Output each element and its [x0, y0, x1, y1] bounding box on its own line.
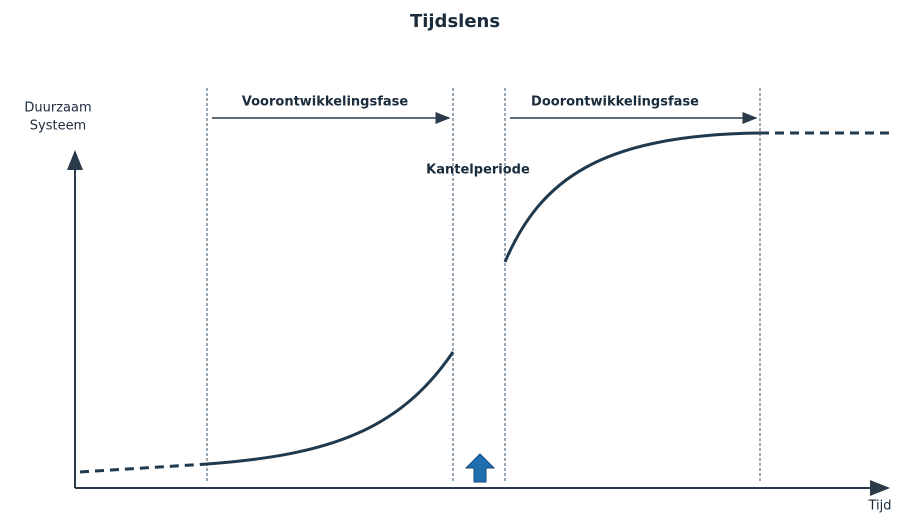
- title: Tijdslens: [410, 11, 500, 32]
- phase-label: Kantelperiode: [426, 163, 530, 178]
- y-axis-label: Duurzaam: [24, 101, 91, 116]
- phase-label: Voorontwikkelingsfase: [242, 95, 409, 110]
- transition-arrow: [464, 453, 496, 483]
- curves: [79, 131, 890, 474]
- dividers: [206, 88, 761, 482]
- x-axis-label: Tijd: [867, 499, 891, 514]
- phase-label: Doorontwikkelingsfase: [531, 95, 699, 110]
- y-axis-label: Systeem: [30, 119, 86, 134]
